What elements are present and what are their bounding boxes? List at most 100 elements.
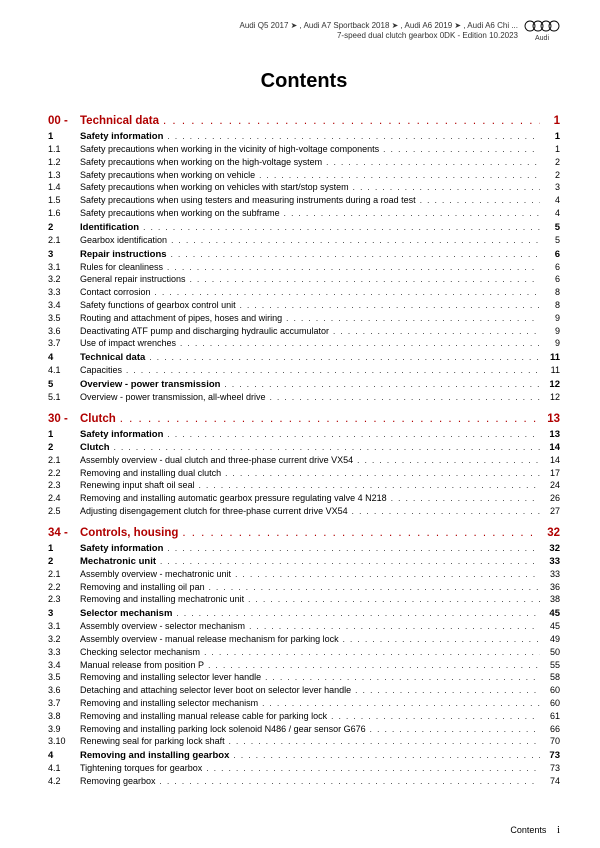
toc-label: General repair instructions (80, 273, 190, 285)
brand-label: Audi (524, 35, 560, 42)
toc-page-number: 45 (540, 620, 560, 632)
toc-number: 3.10 (48, 735, 80, 747)
toc-number: 1 (48, 543, 80, 554)
toc-label: Safety information (80, 543, 167, 554)
toc-leader-dots: . . . . . . . . . . . . . . . . . . . . … (126, 366, 540, 377)
toc-leader-dots: . . . . . . . . . . . . . . . . . . . . … (265, 673, 540, 684)
toc-leader-dots: . . . . . . . . . . . . . . . . . . . . … (420, 196, 540, 207)
toc-leader-dots: . . . . . . . . . . . . . . . . . . . . … (333, 327, 540, 338)
toc-label: Assembly overview - manual release mecha… (80, 633, 343, 645)
toc-sub-row: 3.1Assembly overview - selector mechanis… (48, 620, 560, 633)
toc-number: 1.1 (48, 143, 80, 155)
toc-leader-dots: . . . . . . . . . . . . . . . . . . . . … (343, 635, 540, 646)
toc-label: Routing and attachment of pipes, hoses a… (80, 312, 286, 324)
toc-section-row: 3Selector mechanism . . . . . . . . . . … (48, 608, 560, 619)
toc-page-number: 27 (540, 505, 560, 517)
toc-page-number: 58 (540, 671, 560, 683)
toc-page-number: 6 (540, 261, 560, 273)
toc-label: Mechatronic unit (80, 556, 160, 567)
toc-number: 5 (48, 379, 80, 390)
toc-page-number: 6 (540, 273, 560, 285)
toc-number: 2.1 (48, 234, 80, 246)
toc-leader-dots: . . . . . . . . . . . . . . . . . . . . … (163, 115, 540, 127)
toc-number: 1.4 (48, 181, 80, 193)
toc-number: 34 - (48, 527, 80, 539)
toc-number: 2.4 (48, 492, 80, 504)
toc-section-row: 5Overview - power transmission . . . . .… (48, 379, 560, 390)
toc-label: Removing and installing gearbox (80, 750, 233, 761)
toc-leader-dots: . . . . . . . . . . . . . . . . . . . . … (240, 301, 540, 312)
toc-sub-row: 3.10Renewing seal for parking lock shaft… (48, 735, 560, 748)
toc-number: 3.7 (48, 337, 80, 349)
toc-number: 1.5 (48, 194, 80, 206)
toc-label: Removing and installing selector lever h… (80, 671, 265, 683)
toc-number: 2 (48, 442, 80, 453)
toc-number: 4.1 (48, 762, 80, 774)
toc-number: 3.1 (48, 261, 80, 273)
toc-sub-row: 4.1Tightening torques for gearbox . . . … (48, 762, 560, 775)
toc-leader-dots: . . . . . . . . . . . . . . . . . . . . … (167, 263, 540, 274)
toc-number: 4 (48, 750, 80, 761)
toc-sub-row: 3.7Removing and installing selector mech… (48, 697, 560, 710)
toc-label: Safety precautions when working in the v… (80, 143, 383, 155)
toc-label: Removing and installing dual clutch (80, 467, 225, 479)
toc-sub-row: 3.4Safety functions of gearbox control u… (48, 299, 560, 312)
toc-sub-row: 4.1Capacities . . . . . . . . . . . . . … (48, 364, 560, 377)
toc-page-number: 11 (540, 364, 560, 376)
toc-page-number: 38 (540, 593, 560, 605)
toc-page-number: 13 (540, 413, 560, 425)
toc-leader-dots: . . . . . . . . . . . . . . . . . . . . … (167, 544, 540, 553)
toc-section-row: 1Safety information . . . . . . . . . . … (48, 543, 560, 554)
toc-sub-row: 3.5Routing and attachment of pipes, hose… (48, 312, 560, 325)
toc-sub-row: 2.2Removing and installing dual clutch .… (48, 467, 560, 480)
toc-label: Selector mechanism (80, 608, 176, 619)
footer-page-roman: i (557, 824, 560, 836)
toc-number: 2.3 (48, 479, 80, 491)
toc-sub-row: 3.9Removing and installing parking lock … (48, 723, 560, 736)
toc-page-number: 11 (540, 352, 560, 363)
toc-page-number: 2 (540, 169, 560, 181)
toc-page-number: 9 (540, 312, 560, 324)
toc-page-number: 50 (540, 646, 560, 658)
toc-label: Controls, housing (80, 527, 182, 539)
toc-leader-dots: . . . . . . . . . . . . . . . . . . . . … (206, 764, 540, 775)
toc-page-number: 33 (540, 568, 560, 580)
toc-leader-dots: . . . . . . . . . . . . . . . . . . . . … (259, 171, 540, 182)
toc-leader-dots: . . . . . . . . . . . . . . . . . . . . … (355, 686, 540, 697)
toc-leader-dots: . . . . . . . . . . . . . . . . . . . . … (370, 725, 540, 736)
toc-page-number: 55 (540, 659, 560, 671)
toc-leader-dots: . . . . . . . . . . . . . . . . . . . . … (167, 132, 540, 141)
header-text-block: Audi Q5 2017 ➤ , Audi A7 Sportback 2018 … (239, 21, 518, 42)
toc-number: 4.1 (48, 364, 80, 376)
toc-label: Adjusting disengagement clutch for three… (80, 505, 352, 517)
toc-number: 1.6 (48, 207, 80, 219)
toc-leader-dots: . . . . . . . . . . . . . . . . . . . . … (155, 288, 540, 299)
toc-label: Safety precautions when using testers an… (80, 194, 420, 206)
toc-sub-row: 1.2Safety precautions when working on th… (48, 156, 560, 169)
toc-sub-row: 3.1Rules for cleanliness . . . . . . . .… (48, 261, 560, 274)
toc-label: Contact corrosion (80, 286, 155, 298)
toc-sub-row: 2.2Removing and installing oil pan . . .… (48, 581, 560, 594)
table-of-contents: 00 - Technical data . . . . . . . . . . .… (48, 115, 560, 788)
toc-number: 00 - (48, 115, 80, 127)
toc-label: Technical data (80, 352, 149, 363)
toc-number: 3.6 (48, 325, 80, 337)
toc-page-number: 26 (540, 492, 560, 504)
toc-label: Removing and installing mechatronic unit (80, 593, 248, 605)
toc-label: Removing and installing parking lock sol… (80, 723, 370, 735)
toc-leader-dots: . . . . . . . . . . . . . . . . . . . . … (352, 507, 540, 518)
toc-page-number: 73 (540, 750, 560, 761)
toc-leader-dots: . . . . . . . . . . . . . . . . . . . . … (235, 570, 540, 581)
toc-label: Assembly overview - dual clutch and thre… (80, 454, 357, 466)
toc-section-row: 4Technical data . . . . . . . . . . . . … (48, 352, 560, 363)
toc-number: 1.3 (48, 169, 80, 181)
toc-leader-dots: . . . . . . . . . . . . . . . . . . . . … (353, 183, 540, 194)
toc-number: 3.5 (48, 312, 80, 324)
toc-sub-row: 3.4Manual release from position P . . . … (48, 659, 560, 672)
toc-leader-dots: . . . . . . . . . . . . . . . . . . . . … (171, 250, 540, 259)
toc-label: Checking selector mechanism (80, 646, 204, 658)
toc-number: 2.5 (48, 505, 80, 517)
toc-page-number: 6 (540, 249, 560, 260)
toc-page-number: 12 (540, 379, 560, 390)
toc-chapter-row: 00 -Technical data . . . . . . . . . . .… (48, 115, 560, 127)
